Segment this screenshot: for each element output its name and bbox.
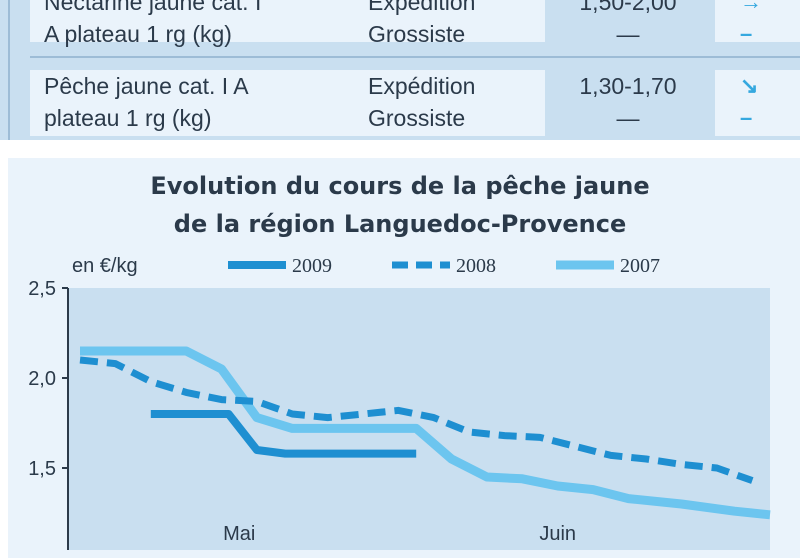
- trend-arrow-icon: ↘ –: [740, 73, 759, 130]
- product-cell: Nectarine jaune cat. I A plateau 1 rg (k…: [44, 0, 262, 47]
- trend-arrow-icon: → –: [740, 0, 762, 46]
- row-separator: [30, 56, 800, 58]
- chart-title-line-1: Evolution du cours de la pêche jaune: [150, 172, 650, 200]
- y-tick-label: 1,5: [28, 458, 56, 480]
- series-line-2009: [150, 410, 417, 458]
- plot-area: [68, 288, 770, 550]
- product-cell: Pêche jaune cat. I A plateau 1 rg (kg): [44, 73, 249, 131]
- price-cell: 1,50-2,00 —: [579, 0, 677, 47]
- y-tick-label: 1,0: [28, 548, 56, 550]
- month-label: Mai: [223, 523, 255, 545]
- series-layer: [79, 346, 771, 520]
- chart-title-line-2: de la région Languedoc-Provence: [173, 210, 627, 238]
- table-left-rule: [8, 0, 10, 140]
- y-tick-label: 2,0: [28, 368, 56, 390]
- chart-legend: 2009 2008 2007: [228, 255, 660, 277]
- legend-label-2007: 2007: [620, 255, 660, 277]
- month-label: Juin: [539, 523, 576, 545]
- legend-label-2009: 2009: [292, 255, 332, 277]
- legend-label-2008: 2008: [456, 255, 496, 277]
- price-cell: 1,30-1,70 —: [579, 73, 677, 131]
- chart-axes: 2,5 2,0 1,5 1,0 en €/kg Mai Juin: [28, 255, 576, 550]
- y-tick-label: 2,5: [28, 278, 56, 300]
- stage-cell: Expédition Grossiste: [368, 0, 476, 47]
- series-line-2008: [79, 356, 754, 484]
- stage-cell: Expédition Grossiste: [368, 73, 476, 131]
- series-line-2007: [80, 346, 771, 520]
- price-table: Nectarine jaune cat. I A plateau 1 rg (k…: [0, 0, 800, 140]
- y-axis-label: en €/kg: [72, 255, 138, 277]
- price-column-band: [545, 0, 715, 140]
